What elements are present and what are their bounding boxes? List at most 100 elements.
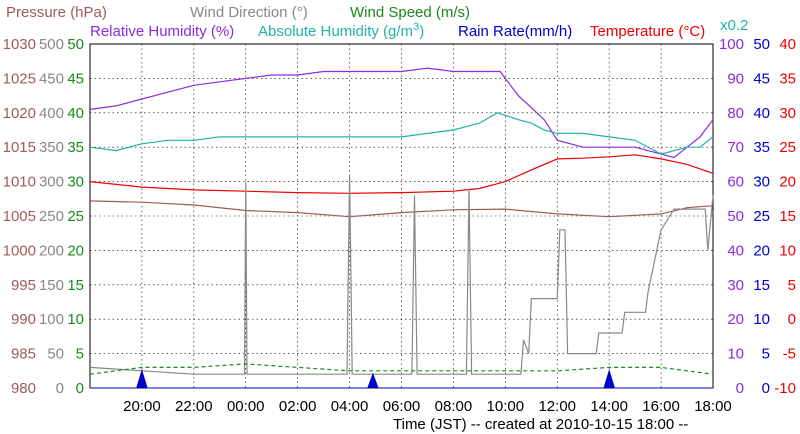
series-layer — [89, 67, 714, 389]
plot-grid — [90, 44, 713, 388]
legend-row-2: Relative Humidity (%) Absolute Humidity … — [90, 17, 748, 40]
y-tick-label: 995 — [11, 277, 36, 294]
y-tick-label: 35 — [67, 139, 84, 156]
y-tick-label: 990 — [11, 311, 36, 328]
x-tick-label: 04:00 — [331, 398, 369, 415]
x-tick-label: 10:00 — [487, 398, 525, 415]
y-tick-label: 10 — [779, 242, 796, 259]
y-tick-label: 0 — [56, 380, 64, 397]
y-tick-label: 30 — [67, 174, 84, 191]
y-tick-label: 80 — [727, 105, 744, 122]
x-tick-label: 06:00 — [383, 398, 421, 415]
y-tick-label: 1025 — [3, 70, 36, 87]
y-tick-label: 50 — [753, 36, 770, 53]
y-tick-label: -10 — [774, 380, 796, 397]
y-tick-label: 15 — [779, 208, 796, 225]
legend-rain-scale: x0.2 — [720, 17, 748, 34]
y-tick-label: 30 — [779, 105, 796, 122]
series-line — [89, 363, 714, 375]
legend-wind-speed: Wind Speed (m/s) — [350, 4, 470, 21]
y-tick-label: 15 — [67, 277, 84, 294]
y-tick-label: 985 — [11, 346, 36, 363]
y-tick-label: 15 — [753, 277, 770, 294]
y-tick-label: 1010 — [3, 174, 36, 191]
y-tick-label: 70 — [727, 139, 744, 156]
y-tick-label: -5 — [783, 346, 796, 363]
y-tick-label: 10 — [753, 311, 770, 328]
series-line — [89, 67, 714, 159]
axis-layer: 9809859909951000100510101015102010251030… — [3, 36, 796, 415]
x-tick-label: 16:00 — [642, 398, 680, 415]
y-tick-label: 100 — [719, 36, 744, 53]
x-axis-label: Time (JST) -- created at 2010-10-15 18:0… — [393, 416, 688, 433]
y-tick-label: 1020 — [3, 105, 36, 122]
y-tick-label: 20 — [727, 311, 744, 328]
y-tick-label: 1015 — [3, 139, 36, 156]
y-tick-label: 25 — [779, 139, 796, 156]
y-tick-label: 5 — [762, 346, 770, 363]
legend-pressure: Pressure (hPa) — [6, 4, 107, 21]
y-tick-label: 40 — [779, 36, 796, 53]
y-tick-label: 400 — [39, 105, 64, 122]
y-tick-label: 45 — [753, 70, 770, 87]
y-tick-label: 150 — [39, 277, 64, 294]
legend-temperature: Temperature (°C) — [590, 23, 705, 40]
y-tick-label: 50 — [67, 36, 84, 53]
legend-row-1: Pressure (hPa) Wind Direction (°) Wind S… — [6, 4, 470, 21]
y-tick-label: 200 — [39, 242, 64, 259]
y-tick-label: 100 — [39, 311, 64, 328]
x-tick-label: 14:00 — [590, 398, 628, 415]
y-tick-label: 35 — [779, 70, 796, 87]
y-tick-label: 50 — [47, 346, 64, 363]
y-tick-label: 1030 — [3, 36, 36, 53]
x-tick-label: 00:00 — [227, 398, 265, 415]
y-tick-label: 450 — [39, 70, 64, 87]
y-tick-label: 40 — [753, 105, 770, 122]
y-tick-label: 0 — [76, 380, 84, 397]
y-tick-label: 35 — [753, 139, 770, 156]
y-tick-label: 30 — [753, 174, 770, 191]
x-tick-label: 12:00 — [538, 398, 576, 415]
y-tick-label: 60 — [727, 174, 744, 191]
y-tick-label: 40 — [67, 105, 84, 122]
y-tick-label: 5 — [76, 346, 84, 363]
legend-wind-direction: Wind Direction (°) — [190, 4, 308, 21]
y-tick-label: 50 — [727, 208, 744, 225]
x-tick-label: 02:00 — [279, 398, 317, 415]
legend-relative-humidity: Relative Humidity (%) — [90, 23, 234, 40]
y-tick-label: 30 — [727, 277, 744, 294]
y-tick-label: 0 — [736, 380, 744, 397]
y-tick-label: 90 — [727, 70, 744, 87]
y-tick-label: 300 — [39, 174, 64, 191]
y-tick-label: 1005 — [3, 208, 36, 225]
y-tick-label: 25 — [753, 208, 770, 225]
y-tick-label: 0 — [762, 380, 770, 397]
y-tick-label: 40 — [727, 242, 744, 259]
y-tick-label: 500 — [39, 36, 64, 53]
y-tick-label: 20 — [753, 242, 770, 259]
series-line — [89, 174, 714, 375]
y-tick-label: 5 — [788, 277, 796, 294]
x-tick-label: 20:00 — [123, 398, 161, 415]
x-tick-label: 18:00 — [694, 398, 732, 415]
y-tick-label: 980 — [11, 380, 36, 397]
x-tick-label: 22:00 — [175, 398, 213, 415]
legend-absolute-humidity: Absolute Humidity (g/m3) — [258, 21, 424, 40]
x-tick-label: 08:00 — [435, 398, 473, 415]
series-line — [89, 200, 714, 218]
y-tick-label: 0 — [788, 311, 796, 328]
legend-rain-rate: Rain Rate(mm/h) — [458, 23, 572, 40]
y-tick-label: 20 — [779, 174, 796, 191]
y-tick-label: 350 — [39, 139, 64, 156]
y-tick-label: 250 — [39, 208, 64, 225]
series-line — [89, 154, 714, 194]
y-tick-label: 1000 — [3, 242, 36, 259]
y-tick-label: 25 — [67, 208, 84, 225]
series-line — [90, 369, 713, 389]
series-line — [89, 112, 714, 155]
y-tick-label: 20 — [67, 242, 84, 259]
y-tick-label: 10 — [727, 346, 744, 363]
y-tick-label: 45 — [67, 70, 84, 87]
y-tick-label: 10 — [67, 311, 84, 328]
